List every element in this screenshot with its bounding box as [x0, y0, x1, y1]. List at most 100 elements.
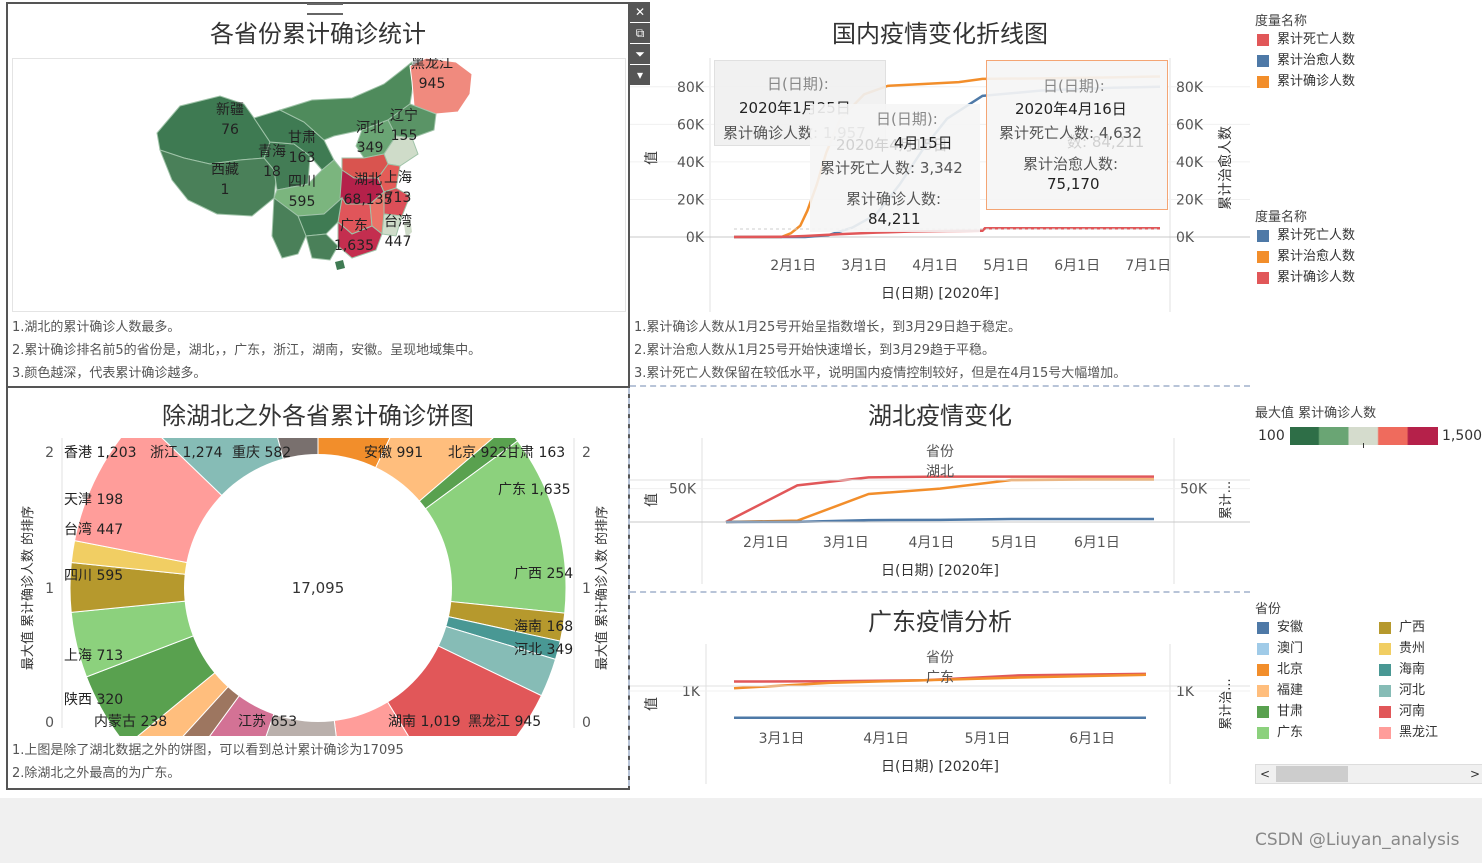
map-region-fujian[interactable]	[381, 213, 403, 237]
y-tick-left: 80K	[677, 80, 705, 96]
legend-item[interactable]: 累计治愈人数	[1257, 52, 1355, 70]
legend3-max: 1,500	[1442, 428, 1482, 444]
pie-chart[interactable]: 2 2 1 1 0 0 最大值 累计确诊人数 的排序 最大值 累计确诊人数 的排序 17,095…	[10, 438, 624, 736]
legend1-title: 度量名称	[1255, 14, 1308, 29]
x-tick: 6月1日	[1074, 535, 1120, 551]
legend-label: 黑龙江	[1399, 725, 1439, 740]
legend-item[interactable]: 累计死亡人数	[1257, 31, 1355, 49]
map-region-yunnan[interactable]	[271, 197, 307, 259]
pie-slice-label: 广东 1,635	[498, 482, 571, 498]
pie-slice-label: 甘肃 163	[506, 445, 565, 461]
map-label-value: 349	[357, 140, 384, 156]
pie-slice-label: 陕西 320	[64, 692, 123, 708]
map-region-taiwan[interactable]	[404, 218, 412, 238]
map-label-name: 河北	[356, 120, 384, 136]
legend-item[interactable]: 安徽	[1257, 619, 1303, 637]
x-tick: 4月1日	[912, 258, 958, 274]
map-region-xizang[interactable]	[159, 149, 278, 217]
y-tick-left: 40K	[677, 155, 705, 171]
tooltip-apr16-date: 2020年4月16日	[1015, 100, 1127, 118]
map-label-value: 18	[263, 164, 281, 180]
map-region-anhui[interactable]	[377, 163, 401, 193]
legend-label: 贵州	[1399, 641, 1426, 656]
legend-scrollbar[interactable]: < >	[1255, 764, 1482, 784]
scrollbar-thumb[interactable]	[1276, 766, 1348, 782]
map-label-value: 1	[221, 182, 230, 198]
y-tick-left: 2	[45, 445, 54, 461]
map-label-value: 76	[221, 122, 239, 138]
legend-item[interactable]: 累计确诊人数	[1257, 73, 1355, 91]
legend-item[interactable]: 黑龙江	[1379, 724, 1438, 742]
legend-swatch	[1257, 727, 1269, 739]
legend-label: 甘肃	[1277, 704, 1304, 719]
map-region-heilongjiang[interactable]	[409, 58, 473, 115]
tooltip-apr15-v2: 84,211	[868, 210, 921, 228]
series-line[interactable]	[725, 478, 1154, 524]
guangdong-title: 广东疫情分析	[868, 608, 1012, 636]
legend-item[interactable]: 贵州	[1379, 640, 1425, 658]
tooltip-apr15-ghost: 2020年4月15日	[836, 136, 948, 154]
popout-icon[interactable]: ⧉	[630, 23, 650, 43]
y-tick-right: 1K	[1176, 684, 1195, 700]
y-tick-right: 0K	[1176, 230, 1195, 246]
legend-label: 安徽	[1277, 620, 1304, 635]
legend-item[interactable]: 河南	[1379, 703, 1425, 721]
y-tick-left: 1K	[682, 684, 701, 700]
legend-swatch	[1257, 272, 1269, 284]
pie-slice-label: 黑龙江 945	[468, 714, 541, 730]
y-tick-right: 20K	[1176, 192, 1204, 208]
line-note-3: 3.累计死亡人数保留在较低水平，说明国内疫情控制较好，但是在4月15号大幅增加。	[634, 366, 1127, 381]
series-line[interactable]	[733, 673, 1147, 690]
map-region-hainan[interactable]	[335, 260, 345, 270]
filter-icon[interactable]: ⏷	[630, 44, 650, 64]
legend-swatch	[1257, 230, 1269, 242]
map-label-name: 新疆	[216, 102, 244, 118]
legend-item[interactable]: 北京	[1257, 661, 1303, 679]
legend-item[interactable]: 广东	[1257, 724, 1303, 742]
line-note-1: 1.累计确诊人数从1月25号开始呈指数增长，到3月29日趋于稳定。	[634, 320, 1022, 335]
pie-slice-label: 湖南 1,019	[388, 714, 461, 730]
map-drag-handle[interactable]	[307, 3, 343, 15]
legend-swatch	[1257, 34, 1269, 46]
legend-item[interactable]: 河北	[1379, 682, 1425, 700]
legend-item[interactable]: 海南	[1379, 661, 1425, 679]
y-tick-right: 80K	[1176, 80, 1204, 96]
legend-item[interactable]: 累计死亡人数	[1257, 227, 1355, 245]
more-icon[interactable]: ▾	[630, 65, 650, 85]
pie-slice-label: 江苏 653	[238, 714, 297, 730]
y-tick-left: 60K	[677, 117, 705, 133]
china-map[interactable]	[12, 58, 624, 310]
x-axis-label: 日(日期) [2020年]	[881, 286, 999, 302]
x-tick: 3月1日	[823, 535, 869, 551]
y-tick-right: 1	[582, 581, 591, 597]
y-axis-label-right: 累计治愈人数	[1218, 126, 1234, 210]
close-icon[interactable]: ✕	[630, 2, 650, 22]
y-tick-right: 0	[582, 715, 591, 731]
map-region-neimenggu[interactable]	[278, 61, 415, 141]
legend-item[interactable]: 福建	[1257, 682, 1303, 700]
legend-item[interactable]: 累计确诊人数	[1257, 269, 1355, 287]
map-region-guangxi[interactable]	[305, 233, 339, 261]
legend-swatch	[1379, 706, 1391, 718]
y-axis-label-right: 累计...	[1219, 481, 1234, 519]
pie-title: 除湖北之外各省累计确诊饼图	[162, 402, 474, 430]
legend-label: 累计治愈人数	[1277, 249, 1356, 264]
legend-item[interactable]: 广西	[1379, 619, 1425, 637]
legend-swatch	[1379, 664, 1391, 676]
x-tick: 6月1日	[1054, 258, 1100, 274]
pie-slice-label: 台湾 447	[64, 521, 123, 538]
scroll-right-icon[interactable]: >	[1470, 767, 1481, 781]
scroll-left-icon[interactable]: <	[1260, 767, 1271, 781]
tooltip-apr16-l1: 累计死亡人数: 4,632	[999, 124, 1142, 142]
map-label-value: 447	[385, 234, 412, 250]
facet-header: 省份	[926, 650, 954, 666]
series-line[interactable]	[725, 475, 1154, 524]
legend-item[interactable]: 澳门	[1257, 640, 1303, 658]
legend-item[interactable]: 甘肃	[1257, 703, 1303, 721]
legend-item[interactable]: 累计治愈人数	[1257, 248, 1355, 266]
legend-swatch	[1257, 643, 1269, 655]
divider-v-1	[628, 388, 630, 786]
map-region-guangdong[interactable]	[337, 220, 383, 259]
